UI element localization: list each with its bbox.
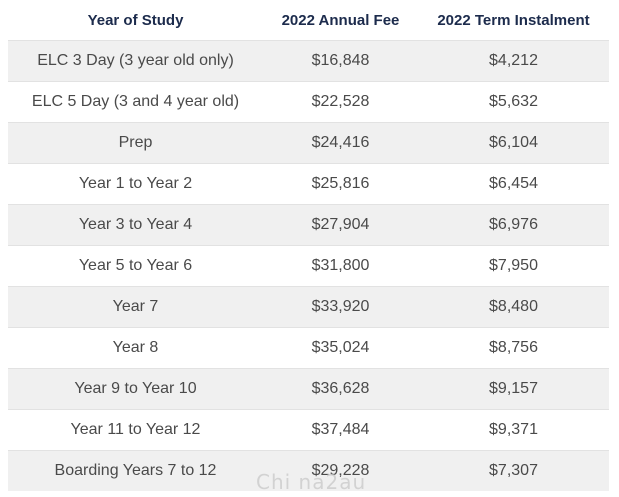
year-of-study-cell: Year 1 to Year 2 [78, 175, 193, 192]
year-of-study-cell: Year 8 [112, 339, 159, 356]
term-instalment-cell: $7,307 [489, 462, 538, 479]
year-of-study-cell: Prep [118, 134, 153, 151]
table-header-row: Year of Study 2022 Annual Fee 2022 Term … [8, 0, 609, 40]
annual-fee-cell: $22,528 [311, 93, 370, 110]
table-row: Year 1 to Year 2 $25,816 $6,454 [8, 163, 609, 204]
term-instalment-cell: $5,632 [489, 93, 538, 110]
table-row: Year 5 to Year 6 $31,800 $7,950 [8, 245, 609, 286]
table-row: ELC 5 Day (3 and 4 year old) $22,528 $5,… [8, 81, 609, 122]
year-of-study-cell: ELC 3 Day (3 year old only) [37, 52, 234, 69]
annual-fee-cell: $25,816 [311, 175, 370, 192]
year-of-study-cell: Year 11 to Year 12 [70, 421, 201, 438]
header-year-of-study: Year of Study [87, 11, 184, 29]
term-instalment-cell: $4,212 [489, 52, 538, 69]
year-of-study-cell: ELC 5 Day (3 and 4 year old) [31, 93, 240, 110]
term-instalment-cell: $9,157 [489, 380, 538, 397]
annual-fee-cell: $35,024 [311, 339, 370, 356]
year-of-study-cell: Year 5 to Year 6 [78, 257, 193, 274]
table-row: Year 11 to Year 12 $37,484 $9,371 [8, 409, 609, 450]
table-row: ELC 3 Day (3 year old only) $16,848 $4,2… [8, 40, 609, 81]
table-row: Year 8 $35,024 $8,756 [8, 327, 609, 368]
annual-fee-cell: $27,904 [311, 216, 370, 233]
table-row: Year 9 to Year 10 $36,628 $9,157 [8, 368, 609, 409]
annual-fee-cell: $33,920 [311, 298, 370, 315]
term-instalment-cell: $6,104 [489, 134, 538, 151]
annual-fee-cell: $29,228 [311, 462, 370, 479]
annual-fee-cell: $36,628 [311, 380, 370, 397]
table-row: Year 3 to Year 4 $27,904 $6,976 [8, 204, 609, 245]
annual-fee-cell: $31,800 [311, 257, 370, 274]
watermark-text: Chi na2au [256, 470, 367, 494]
year-of-study-cell: Year 7 [112, 298, 159, 315]
table-row: Year 7 $33,920 $8,480 [8, 286, 609, 327]
term-instalment-cell: $6,976 [489, 216, 538, 233]
header-term-instalment: 2022 Term Instalment [437, 11, 590, 29]
year-of-study-cell: Boarding Years 7 to 12 [54, 462, 217, 479]
annual-fee-cell: $37,484 [311, 421, 370, 438]
term-instalment-cell: $7,950 [489, 257, 538, 274]
table-row: Prep $24,416 $6,104 [8, 122, 609, 163]
term-instalment-cell: $9,371 [489, 421, 538, 438]
term-instalment-cell: $8,480 [489, 298, 538, 315]
year-of-study-cell: Year 3 to Year 4 [78, 216, 193, 233]
year-of-study-cell: Year 9 to Year 10 [74, 380, 197, 397]
term-instalment-cell: $6,454 [489, 175, 538, 192]
term-instalment-cell: $8,756 [489, 339, 538, 356]
annual-fee-cell: $16,848 [311, 52, 370, 69]
annual-fee-cell: $24,416 [311, 134, 370, 151]
header-annual-fee: 2022 Annual Fee [281, 11, 400, 29]
fee-table: Year of Study 2022 Annual Fee 2022 Term … [8, 0, 609, 491]
table-row: Boarding Years 7 to 12 $29,228 $7,307 [8, 450, 609, 491]
